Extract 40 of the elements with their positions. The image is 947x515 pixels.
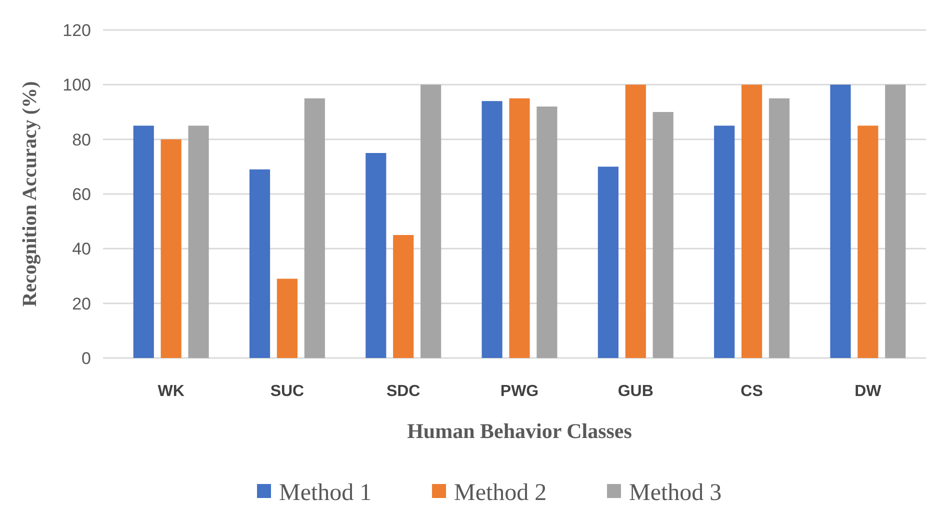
x-tick-label: GUB [618, 383, 654, 400]
x-tick-label: WK [158, 383, 185, 400]
legend-label: Method 3 [629, 480, 722, 506]
bar [304, 98, 325, 358]
y-tick-label: 120 [62, 20, 91, 40]
bar [741, 84, 762, 358]
bar [625, 84, 646, 358]
bar [160, 139, 182, 358]
bar [858, 126, 878, 358]
bar [366, 153, 386, 358]
y-tick-label: 100 [62, 76, 91, 95]
legend-label: Method 2 [454, 480, 547, 506]
x-tick-label: SUC [270, 383, 305, 400]
bar [768, 98, 790, 358]
y-tick-label: 40 [72, 240, 91, 259]
bar [276, 278, 298, 358]
x-tick-label: CS [740, 383, 764, 400]
bar [536, 106, 558, 358]
bar [652, 112, 674, 358]
bar [393, 235, 414, 358]
bar [133, 126, 154, 358]
x-axis-title: Human Behavior Classes [407, 419, 632, 443]
legend-label: Method 1 [279, 480, 372, 506]
y-tick-label: 20 [72, 294, 91, 314]
bar [249, 169, 270, 358]
bar [420, 84, 442, 358]
y-axis-title: Recognition Accuracy (%) [19, 81, 41, 307]
bar [509, 98, 530, 358]
y-tick-label: 60 [72, 184, 91, 204]
bar [482, 101, 502, 358]
x-tick-label: DW [854, 383, 882, 400]
y-tick-label: 80 [72, 130, 91, 150]
bar [714, 126, 735, 358]
y-tick-label: 0 [82, 348, 91, 368]
bar [830, 84, 851, 358]
bar [598, 166, 618, 358]
x-tick-label: PWG [500, 383, 539, 400]
bar [188, 126, 209, 358]
x-tick-label: SDC [386, 383, 421, 400]
bar [885, 84, 906, 358]
